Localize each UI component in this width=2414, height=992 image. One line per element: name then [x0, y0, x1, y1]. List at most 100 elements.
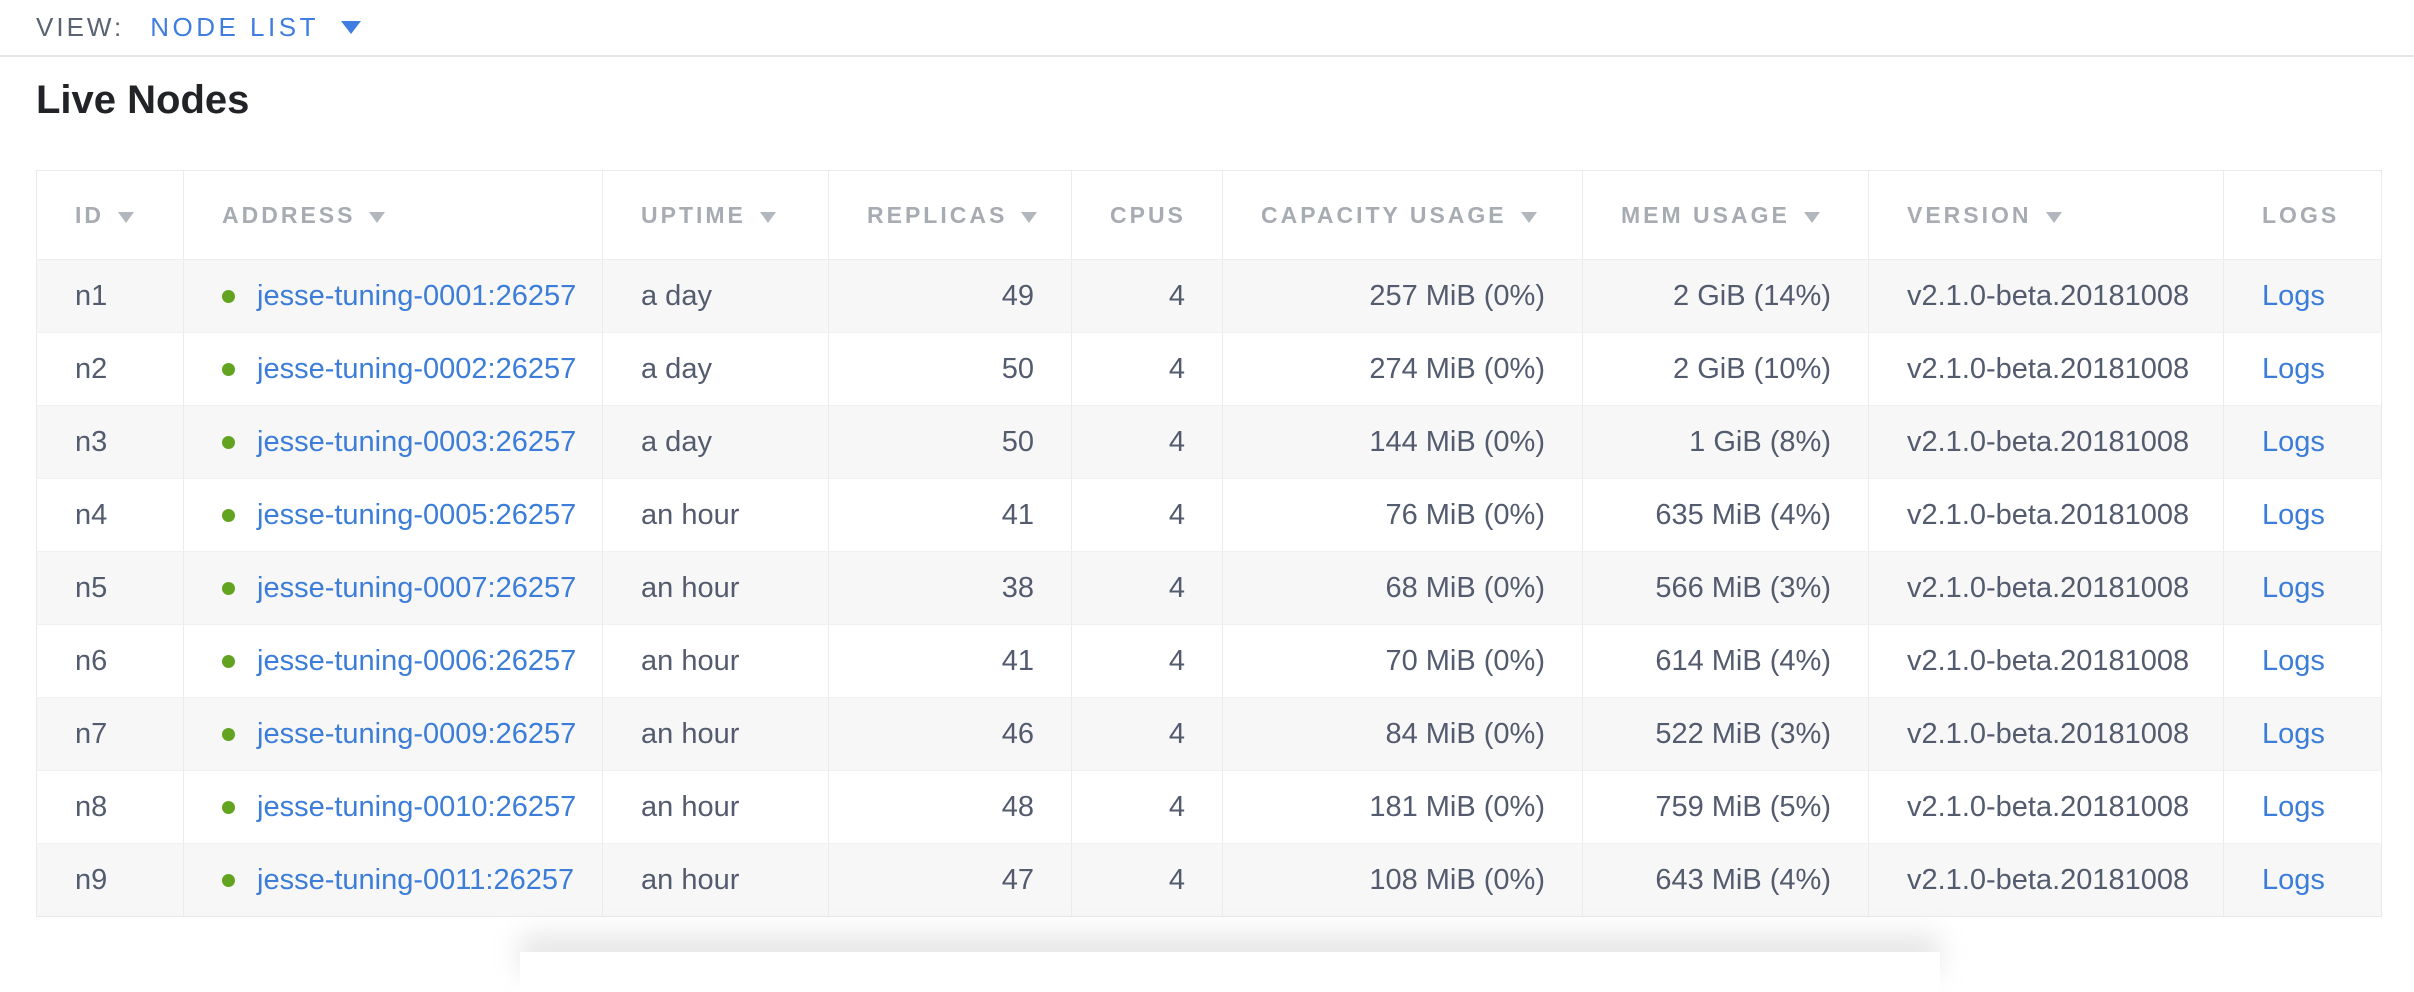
cell-id: n2	[36, 332, 184, 406]
node-health-dot-icon	[222, 435, 235, 449]
cell-version: v2.1.0-beta.20181008	[1868, 259, 2224, 333]
cell-logs: Logs	[2223, 551, 2382, 625]
sort-triangle-down-icon	[1803, 211, 1820, 223]
live-nodes-table: ID ADDRESS UPTIME REPLICAS CPUS CAPACITY USAG…	[36, 170, 2382, 917]
cell-uptime: an hour	[602, 624, 829, 698]
cell-capacity: 70 MiB (0%)	[1222, 624, 1583, 698]
column-header-uptime[interactable]: UPTIME	[602, 170, 829, 260]
logs-link[interactable]: Logs	[2262, 644, 2325, 677]
chevron-down-icon	[340, 21, 361, 34]
column-header-replicas[interactable]: REPLICAS	[828, 170, 1072, 260]
cell-mem: 522 MiB (3%)	[1582, 697, 1869, 771]
cell-version: v2.1.0-beta.20181008	[1868, 770, 2224, 844]
column-header-label: ID	[75, 201, 104, 228]
column-header-mem[interactable]: MEM USAGE	[1582, 170, 1869, 260]
node-health-dot-icon	[222, 873, 235, 887]
cell-address: jesse-tuning-0010:26257	[183, 770, 603, 844]
node-address-link[interactable]: jesse-tuning-0005:26257	[257, 498, 577, 531]
cell-address: jesse-tuning-0001:26257	[183, 259, 603, 333]
sort-triangle-down-icon	[1520, 211, 1537, 223]
cell-address: jesse-tuning-0009:26257	[183, 697, 603, 771]
cell-cpus: 4	[1071, 551, 1223, 625]
node-health-dot-icon	[222, 508, 235, 522]
table-row: n2 jesse-tuning-0002:26257 a day 50 4 274 MiB…	[36, 332, 2382, 406]
cell-logs: Logs	[2223, 843, 2382, 917]
view-selector-dropdown[interactable]: NODE LIST	[150, 12, 361, 43]
logs-link[interactable]: Logs	[2262, 425, 2325, 458]
cell-mem: 759 MiB (5%)	[1582, 770, 1869, 844]
column-header-id[interactable]: ID	[36, 170, 184, 260]
sort-triangle-down-icon	[369, 211, 386, 223]
column-header-label: ADDRESS	[222, 201, 356, 228]
cell-uptime: an hour	[602, 770, 829, 844]
column-header-address[interactable]: ADDRESS	[183, 170, 603, 260]
cell-cpus: 4	[1071, 332, 1223, 406]
logs-link[interactable]: Logs	[2262, 790, 2325, 823]
nodes-table-body: n1 jesse-tuning-0001:26257 a day 49 4 257 MiB…	[36, 259, 2382, 917]
cell-id: n4	[36, 478, 184, 552]
cell-version: v2.1.0-beta.20181008	[1868, 478, 2224, 552]
node-health-dot-icon	[222, 727, 235, 741]
table-row: n3 jesse-tuning-0003:26257 a day 50 4 144 MiB…	[36, 405, 2382, 479]
cell-address: jesse-tuning-0002:26257	[183, 332, 603, 406]
cell-uptime: an hour	[602, 843, 829, 917]
table-row: n8 jesse-tuning-0010:26257 an hour 48 4 181 M…	[36, 770, 2382, 844]
logs-link[interactable]: Logs	[2262, 279, 2325, 312]
cell-uptime: an hour	[602, 551, 829, 625]
cell-id: n3	[36, 405, 184, 479]
cell-replicas: 38	[828, 551, 1072, 625]
node-address-link[interactable]: jesse-tuning-0010:26257	[257, 790, 577, 823]
sort-triangle-down-icon	[1021, 211, 1038, 223]
table-row: n6 jesse-tuning-0006:26257 an hour 41 4 70 Mi…	[36, 624, 2382, 698]
cell-id: n9	[36, 843, 184, 917]
cell-logs: Logs	[2223, 405, 2382, 479]
logs-link[interactable]: Logs	[2262, 717, 2325, 750]
cell-mem: 643 MiB (4%)	[1582, 843, 1869, 917]
sort-triangle-down-icon	[759, 211, 776, 223]
sort-triangle-down-icon	[118, 211, 134, 223]
logs-link[interactable]: Logs	[2262, 571, 2325, 604]
cell-replicas: 50	[828, 405, 1072, 479]
cell-version: v2.1.0-beta.20181008	[1868, 332, 2224, 406]
cell-replicas: 47	[828, 843, 1072, 917]
column-header-cpus: CPUS	[1071, 170, 1223, 260]
node-address-link[interactable]: jesse-tuning-0007:26257	[257, 571, 577, 604]
column-header-capacity[interactable]: CAPACITY USAGE	[1222, 170, 1583, 260]
cell-address: jesse-tuning-0003:26257	[183, 405, 603, 479]
cell-uptime: an hour	[602, 478, 829, 552]
cell-mem: 2 GiB (14%)	[1582, 259, 1869, 333]
cell-replicas: 46	[828, 697, 1072, 771]
column-header-label: VERSION	[1907, 201, 2032, 228]
node-address-link[interactable]: jesse-tuning-0011:26257	[257, 863, 575, 896]
cell-capacity: 181 MiB (0%)	[1222, 770, 1583, 844]
cell-mem: 2 GiB (10%)	[1582, 332, 1869, 406]
column-header-label: LOGS	[2262, 201, 2340, 228]
cell-address: jesse-tuning-0005:26257	[183, 478, 603, 552]
logs-link[interactable]: Logs	[2262, 863, 2325, 896]
logs-link[interactable]: Logs	[2262, 352, 2325, 385]
cell-cpus: 4	[1071, 624, 1223, 698]
column-header-label: REPLICAS	[867, 201, 1008, 228]
column-header-label: CPUS	[1110, 201, 1186, 228]
column-header-version[interactable]: VERSION	[1868, 170, 2224, 260]
cell-capacity: 257 MiB (0%)	[1222, 259, 1583, 333]
node-address-link[interactable]: jesse-tuning-0003:26257	[257, 425, 577, 458]
nodes-table: ID ADDRESS UPTIME REPLICAS CPUS CAPACITY USAG…	[36, 170, 2382, 917]
cell-cpus: 4	[1071, 697, 1223, 771]
node-address-link[interactable]: jesse-tuning-0006:26257	[257, 644, 577, 677]
node-health-dot-icon	[222, 654, 235, 668]
cell-uptime: an hour	[602, 697, 829, 771]
column-header-logs: LOGS	[2223, 170, 2382, 260]
node-address-link[interactable]: jesse-tuning-0009:26257	[257, 717, 577, 750]
logs-link[interactable]: Logs	[2262, 498, 2325, 531]
sort-triangle-down-icon	[2045, 211, 2062, 223]
cell-cpus: 4	[1071, 843, 1223, 917]
cell-replicas: 48	[828, 770, 1072, 844]
cell-id: n6	[36, 624, 184, 698]
table-row: n9 jesse-tuning-0011:26257 an hour 47 4 108 M…	[36, 843, 2382, 917]
node-address-link[interactable]: jesse-tuning-0002:26257	[257, 352, 577, 385]
node-address-link[interactable]: jesse-tuning-0001:26257	[257, 279, 577, 312]
table-row: n4 jesse-tuning-0005:26257 an hour 41 4 76 Mi…	[36, 478, 2382, 552]
cell-replicas: 41	[828, 478, 1072, 552]
cell-address: jesse-tuning-0007:26257	[183, 551, 603, 625]
